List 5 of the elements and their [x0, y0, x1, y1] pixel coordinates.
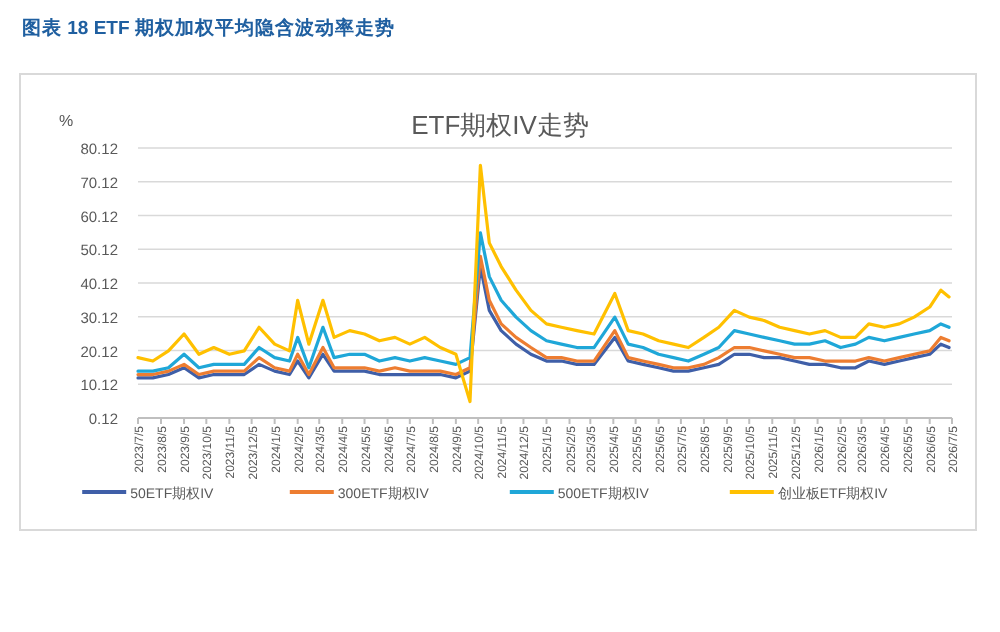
- line-series: [136, 231, 951, 373]
- chart-subtitle: ETF期权IV走势: [411, 110, 589, 140]
- y-axis-title: %: [58, 112, 74, 130]
- line-series: [136, 163, 951, 404]
- chart-title: 图表 18 ETF 期权加权平均隐含波动率走势: [22, 16, 395, 40]
